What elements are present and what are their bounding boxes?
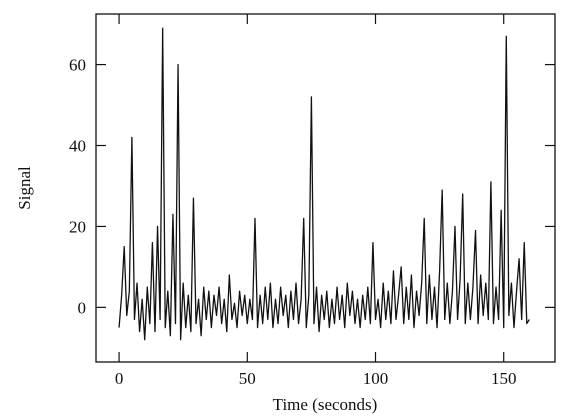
x-tick-label: 150 xyxy=(491,369,517,388)
y-tick-label: 40 xyxy=(69,137,86,156)
y-tick-label: 20 xyxy=(69,217,86,236)
x-tick-label: 100 xyxy=(363,369,389,388)
x-axis-label: Time (seconds) xyxy=(273,395,378,414)
x-tick-label: 0 xyxy=(115,369,124,388)
y-axis-label: Signal xyxy=(15,166,34,210)
y-tick-label: 60 xyxy=(69,56,86,75)
x-tick-label: 50 xyxy=(239,369,256,388)
y-tick-label: 0 xyxy=(78,298,87,317)
plot-frame xyxy=(95,13,556,363)
signal-line xyxy=(118,27,530,341)
